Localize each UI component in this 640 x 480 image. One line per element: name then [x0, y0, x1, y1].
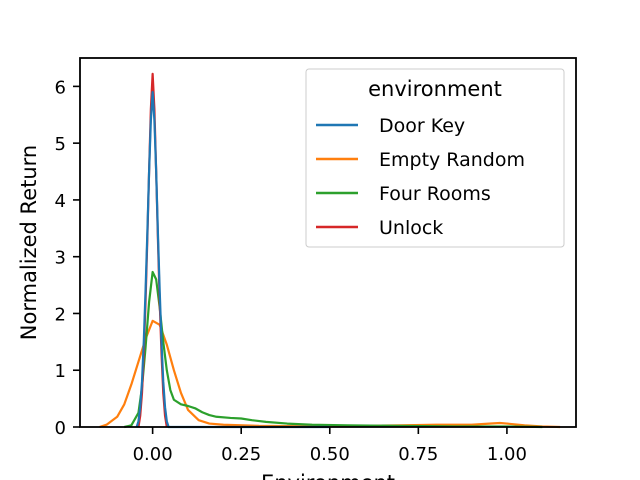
y-tick-label: 2	[55, 304, 66, 325]
x-tick-label: 1.00	[487, 444, 527, 465]
series-line-four-rooms	[124, 270, 543, 429]
x-tick-label: 0.25	[221, 444, 261, 465]
legend-label: Empty Random	[379, 149, 525, 171]
series-curves	[99, 72, 561, 429]
legend-label: Door Key	[379, 115, 465, 137]
legend-label: Four Rooms	[379, 183, 491, 205]
x-tick-label: 0.00	[133, 444, 173, 465]
y-tick-label: 4	[55, 191, 66, 212]
y-tick-label: 0	[55, 418, 66, 439]
y-tick-label: 1	[55, 361, 66, 382]
series-line-door-key	[135, 90, 330, 429]
y-axis-label: Normalized Return	[17, 145, 41, 340]
legend-title: environment	[368, 77, 502, 101]
x-axis-label: Environment	[261, 471, 395, 480]
y-tick-label: 5	[55, 134, 66, 155]
y-tick-label: 6	[55, 77, 66, 98]
y-axis-ticks: 0 1 2 3 4 5 6	[55, 77, 80, 439]
x-axis-ticks: 0.00 0.25 0.50 0.75 1.00	[133, 427, 527, 465]
x-tick-label: 0.75	[398, 444, 438, 465]
legend: environment Door Key Empty Random Four Roo…	[305, 68, 565, 248]
legend-box	[305, 68, 565, 248]
axes-frame	[79, 57, 577, 428]
legend-label: Unlock	[379, 217, 443, 239]
x-tick-label: 0.50	[310, 444, 350, 465]
legend-items: Door Key Empty Random Four Rooms Unlock	[316, 115, 525, 239]
y-tick-label: 3	[55, 248, 66, 269]
series-line-empty-random	[99, 319, 561, 429]
